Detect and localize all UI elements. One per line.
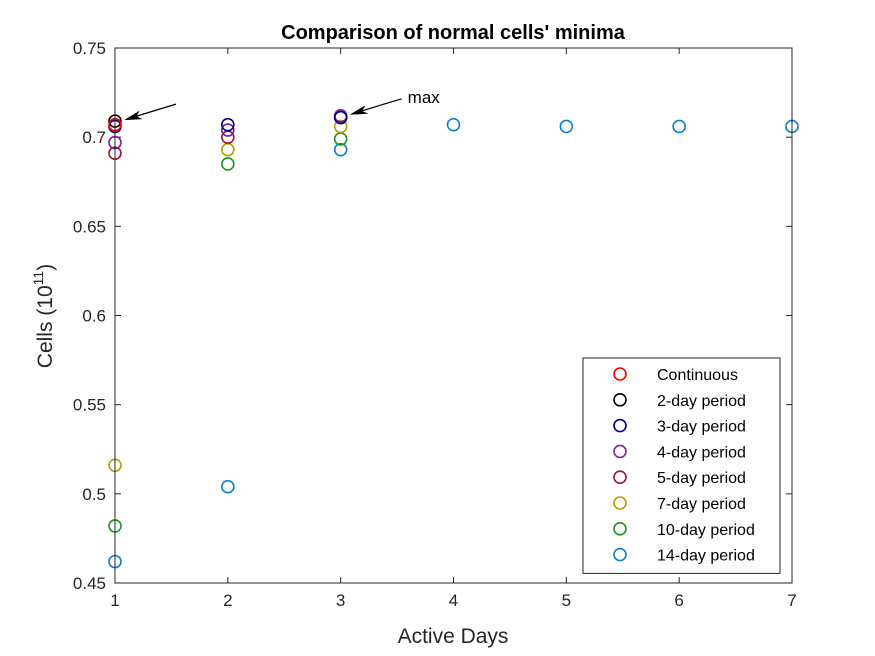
legend-marker	[613, 367, 627, 381]
y-tick-label: 0.5	[82, 485, 106, 504]
y-tick-label: 0.45	[73, 574, 106, 593]
x-tick-label: 4	[449, 591, 458, 610]
annotation-arrow-line	[129, 103, 177, 119]
data-point-3-day-period	[221, 117, 235, 132]
legend-marker	[613, 470, 627, 485]
legend-marker	[613, 547, 627, 562]
legend-marker	[613, 444, 627, 459]
axes-box	[114, 47, 793, 584]
data-point-3-day-period	[333, 110, 348, 125]
y-axis-label-exponent: 11	[30, 271, 46, 286]
y-tick-label: 0.7	[82, 128, 106, 147]
legend-entry-label: Continuous	[657, 367, 738, 384]
annotation-arrow-head	[349, 105, 369, 115]
legend-entry-label: 2-day period	[657, 393, 746, 410]
x-tick-label: 6	[674, 591, 683, 610]
data-point-4-day-period	[221, 123, 235, 137]
annotations: max	[124, 88, 441, 121]
legend-marker	[613, 418, 627, 433]
x-tick-label: 1	[110, 591, 119, 610]
y-tick-label: 0.75	[73, 39, 106, 58]
legend: Continuous 2-day period 3-day period 4-day …	[582, 357, 781, 574]
annotation-label: max	[408, 88, 441, 107]
y-tick-label: 0.65	[73, 217, 106, 236]
legend-entry-label: 4-day period	[657, 444, 746, 461]
x-tick-label: 2	[223, 591, 232, 610]
x-tick-label: 3	[336, 591, 345, 610]
legend-marker	[613, 496, 627, 510]
data-point-14-day-period	[559, 119, 574, 134]
legend-entry-label: 5-day period	[657, 470, 746, 487]
legend-marker	[613, 392, 627, 407]
data-point-14-day-period	[221, 479, 235, 494]
legend-box	[582, 357, 781, 574]
data-point-14-day-period	[672, 119, 686, 134]
chart-title: Comparison of normal cells' minima	[281, 22, 626, 44]
annotation-arrow-line	[355, 98, 402, 114]
y-tick-label: 0.55	[73, 396, 106, 415]
data-point-14-day-period	[446, 117, 461, 132]
legend-marker	[613, 521, 627, 536]
y-axis-label: Cells (1011)	[30, 264, 57, 368]
data-point-14-day-period	[333, 142, 348, 157]
x-tick-label: 5	[562, 591, 571, 610]
x-tick-label: 7	[787, 591, 796, 610]
y-tick-label: 0.6	[82, 307, 106, 326]
legend-entry-label: 7-day period	[657, 496, 746, 513]
data-point-7-day-period	[333, 119, 348, 134]
annotation-arrow-head	[124, 110, 143, 121]
legend-entry-label: 10-day period	[657, 522, 755, 539]
data-point-10-day-period	[221, 157, 235, 171]
legend-entry-label: 14-day period	[657, 548, 755, 565]
legend-entry-label: 3-day period	[657, 419, 746, 436]
x-axis-label: Active Days	[398, 625, 509, 648]
y-axis-label-base: Cells (10	[34, 285, 57, 368]
y-axis-label-end: )	[34, 264, 57, 271]
